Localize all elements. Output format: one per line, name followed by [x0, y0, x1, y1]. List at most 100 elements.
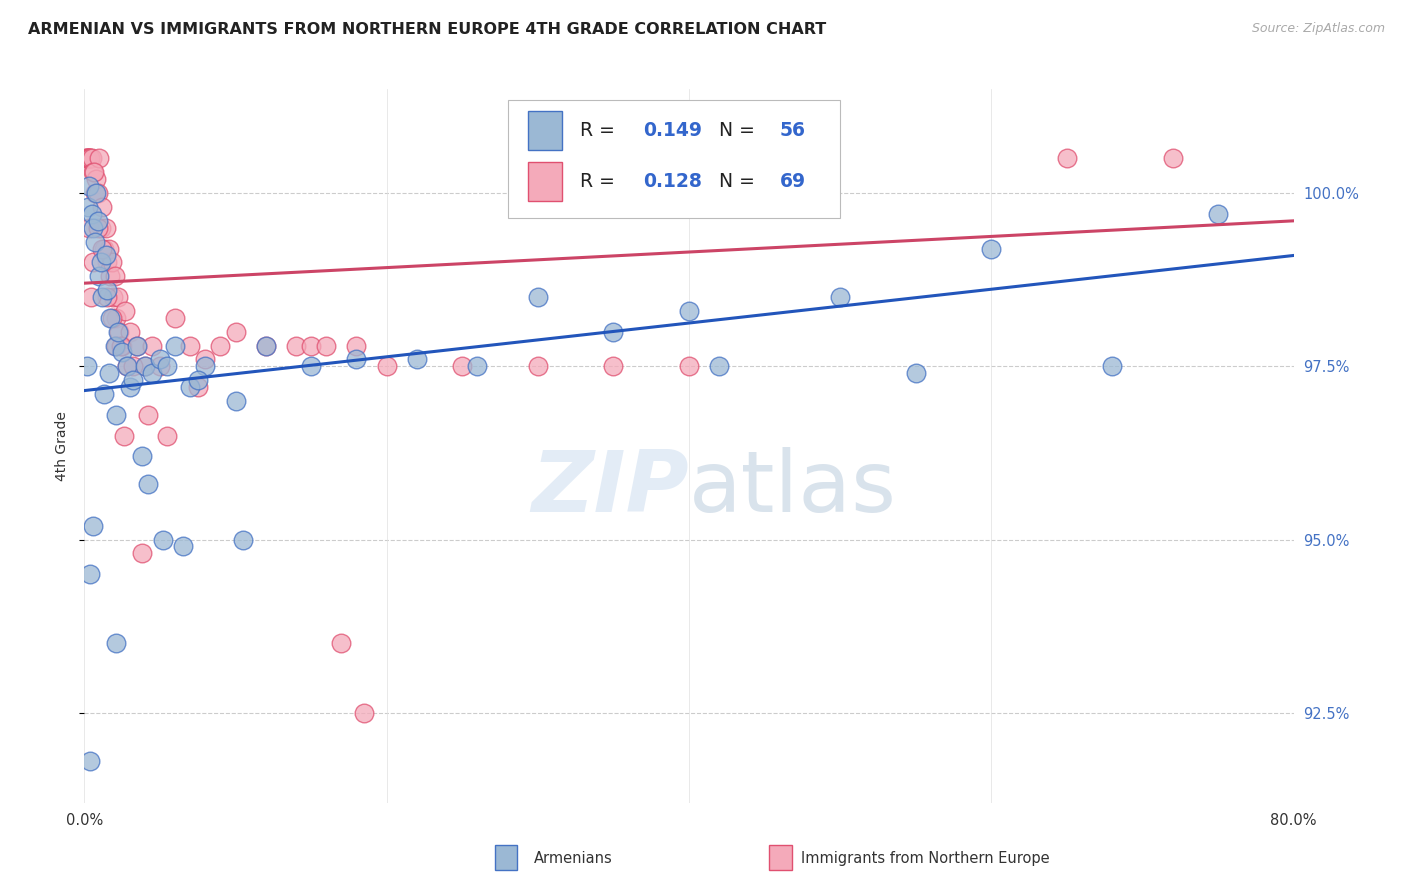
Point — [98, 310, 121, 325]
Point — [80, 207, 103, 221]
Text: R =: R = — [581, 120, 621, 140]
Point — [105, 636, 128, 650]
Point — [127, 338, 149, 352]
Point — [602, 325, 624, 339]
Point — [136, 477, 159, 491]
Point — [87, 220, 110, 235]
FancyBboxPatch shape — [529, 162, 562, 202]
Point — [84, 186, 107, 201]
Point — [111, 345, 134, 359]
Point — [91, 242, 114, 256]
Text: 56: 56 — [780, 120, 806, 140]
Point — [108, 325, 131, 339]
Point — [187, 380, 209, 394]
Point — [114, 304, 136, 318]
Point — [602, 359, 624, 374]
Point — [80, 290, 103, 304]
Point — [225, 394, 247, 409]
Point — [110, 338, 132, 352]
Point — [86, 186, 108, 201]
Point — [118, 325, 141, 339]
FancyBboxPatch shape — [529, 111, 562, 150]
Point — [353, 706, 375, 720]
FancyBboxPatch shape — [495, 845, 517, 870]
Point — [330, 636, 353, 650]
Point — [1206, 207, 1229, 221]
Point — [105, 310, 128, 325]
Text: R =: R = — [581, 172, 621, 191]
Point — [96, 283, 118, 297]
Point — [94, 220, 117, 235]
Point — [254, 338, 277, 352]
Point — [94, 248, 117, 262]
Point — [82, 255, 104, 269]
Point — [89, 152, 111, 166]
Point — [82, 518, 104, 533]
Point — [82, 165, 104, 179]
Point — [165, 310, 187, 325]
Point — [136, 408, 159, 422]
Text: 69: 69 — [780, 172, 806, 191]
Point — [76, 152, 98, 166]
Point — [115, 359, 138, 374]
Text: 0.128: 0.128 — [643, 172, 702, 191]
Point — [156, 359, 179, 374]
Point — [156, 428, 179, 442]
Point — [131, 450, 153, 464]
Text: Armenians: Armenians — [534, 851, 613, 865]
Point — [112, 428, 135, 442]
Point — [98, 269, 121, 284]
Text: N =: N = — [720, 120, 761, 140]
Point — [830, 290, 852, 304]
Point — [1101, 359, 1123, 374]
Point — [97, 366, 120, 380]
Point — [83, 165, 105, 179]
Text: Immigrants from Northern Europe: Immigrants from Northern Europe — [801, 851, 1050, 865]
Point — [121, 373, 143, 387]
FancyBboxPatch shape — [769, 845, 792, 870]
Point — [121, 359, 143, 374]
Point — [101, 290, 124, 304]
Point — [77, 152, 100, 166]
Point — [232, 533, 254, 547]
Point — [225, 325, 247, 339]
Point — [172, 540, 194, 554]
Point — [187, 373, 209, 387]
Y-axis label: 4th Grade: 4th Grade — [55, 411, 69, 481]
Point — [346, 338, 368, 352]
Point — [141, 338, 163, 352]
Point — [134, 359, 156, 374]
Point — [678, 304, 700, 318]
Text: ARMENIAN VS IMMIGRANTS FROM NORTHERN EUROPE 4TH GRADE CORRELATION CHART: ARMENIAN VS IMMIGRANTS FROM NORTHERN EUR… — [28, 22, 827, 37]
Point — [96, 290, 118, 304]
Point — [527, 359, 550, 374]
Text: Source: ZipAtlas.com: Source: ZipAtlas.com — [1251, 22, 1385, 36]
Point — [194, 352, 217, 367]
Point — [91, 290, 114, 304]
Point — [79, 567, 101, 582]
Point — [86, 172, 108, 186]
Text: 0.149: 0.149 — [643, 120, 702, 140]
Point — [77, 200, 100, 214]
Point — [299, 359, 322, 374]
Point — [194, 359, 217, 374]
Point — [254, 338, 277, 352]
Point — [80, 152, 103, 166]
Point — [152, 533, 174, 547]
Point — [90, 220, 112, 235]
Point — [77, 152, 100, 166]
Point — [75, 152, 97, 166]
Point — [97, 242, 120, 256]
Point — [105, 338, 128, 352]
Point — [209, 338, 232, 352]
Point — [678, 359, 700, 374]
Point — [134, 359, 156, 374]
Point — [104, 338, 127, 352]
Point — [375, 359, 398, 374]
Point — [709, 359, 731, 374]
Text: N =: N = — [720, 172, 761, 191]
Point — [111, 338, 134, 352]
Point — [79, 152, 101, 166]
Point — [1056, 152, 1078, 166]
Point — [299, 338, 322, 352]
